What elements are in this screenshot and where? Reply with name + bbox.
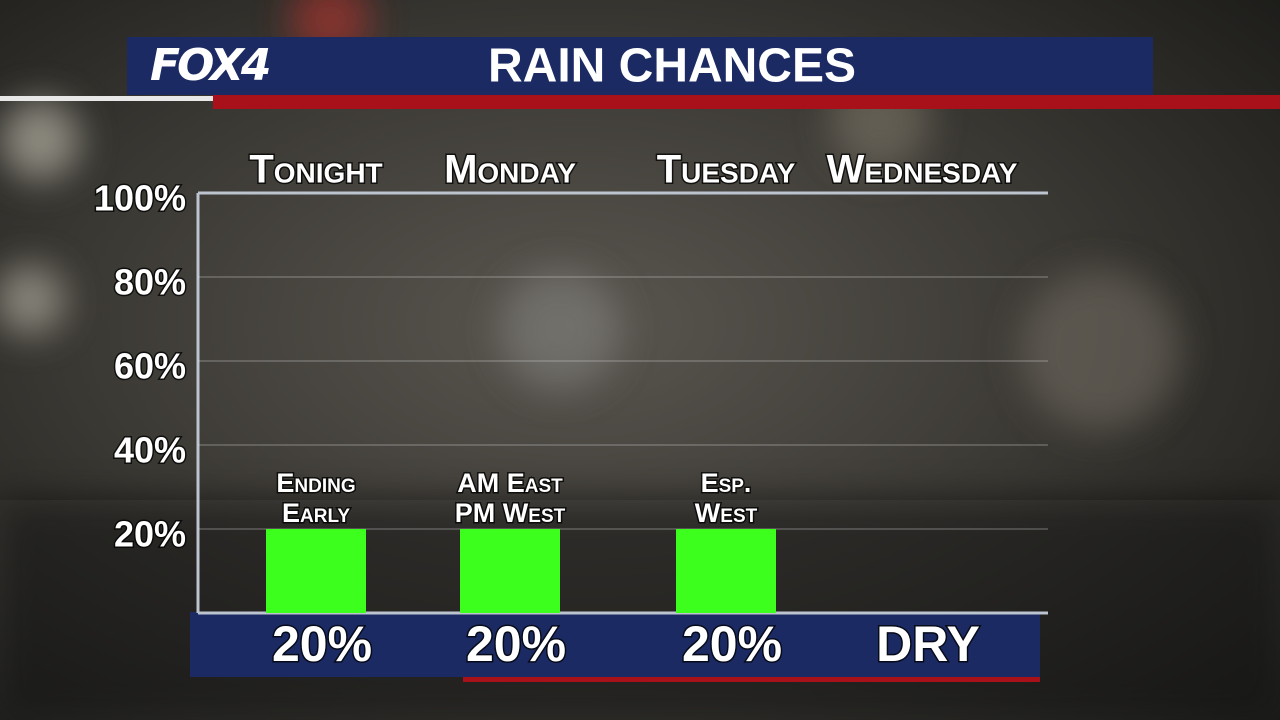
bar [460,529,560,613]
value-band [190,612,1040,677]
category-label: Tuesday [657,148,796,192]
y-tick-label: 60% [114,346,186,387]
y-tick-label: 80% [114,262,186,303]
bar-annotation: Ending Early [276,468,355,528]
category-label: Tonight [249,148,382,192]
value-label: DRY [876,616,980,672]
header-line [0,96,215,101]
category-label: Monday [444,148,576,192]
header-stripe [213,95,1280,109]
chart-title: RAIN CHANCES [488,40,856,93]
header-bar [127,37,1153,95]
value-band-stripe [463,677,1040,682]
value-label: 20% [466,616,566,672]
bar [676,529,776,613]
y-tick-label: 100% [94,178,186,219]
logo: FOX4 [150,40,269,91]
y-tick-label: 40% [114,430,186,471]
value-label: 20% [682,616,782,672]
bar-annotation: Esp. West [695,468,758,528]
value-label: 20% [272,616,372,672]
y-tick-label: 20% [114,514,186,555]
bar-annotation: AM East PM West [455,468,566,528]
category-label: Wednesday [827,148,1018,192]
bar [266,529,366,613]
